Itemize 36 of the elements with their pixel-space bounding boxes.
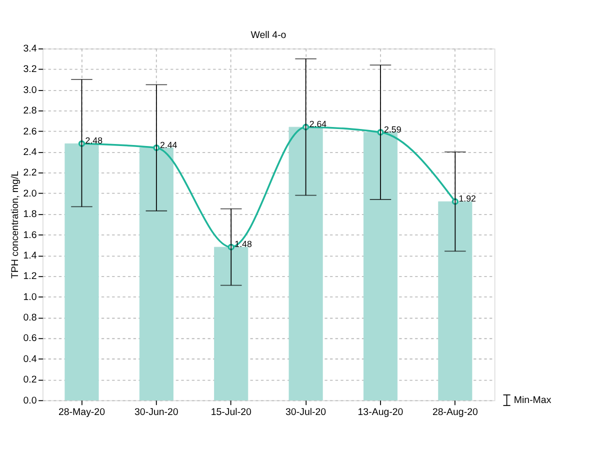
y-tick-label: 2.0 <box>23 188 38 200</box>
y-tick-label: 1.8 <box>23 209 37 220</box>
y-axis-title: TPH concentration, mg/L <box>10 170 21 279</box>
bar <box>139 148 174 400</box>
x-tick-label: 15-Jul-20 <box>210 406 252 418</box>
x-tick-label: 28-Aug-20 <box>432 406 478 418</box>
y-tick-label: 2.2 <box>23 168 37 179</box>
x-tick-label: 30-Jun-20 <box>134 406 179 418</box>
y-tick-label: 1.0 <box>23 292 38 303</box>
y-tick-label: 3.4 <box>23 44 38 55</box>
y-tick-label: 3.2 <box>23 64 37 76</box>
bar <box>363 132 398 400</box>
bar <box>288 126 323 400</box>
y-tick-label: 0.2 <box>23 374 37 386</box>
y-tick-label: 2.6 <box>23 126 37 138</box>
x-tick-label: 13-Aug-20 <box>358 406 404 418</box>
text: Min-Max <box>514 394 552 406</box>
y-tick-label: 1.2 <box>23 271 37 282</box>
x-tick-label: 30-Jul-20 <box>286 406 327 418</box>
y-tick-label: 1.6 <box>23 230 37 241</box>
y-tick-label: 2.4 <box>23 147 38 158</box>
bar <box>214 246 248 400</box>
bar <box>438 201 472 400</box>
bar <box>64 143 99 400</box>
y-tick-label: 1.4 <box>23 250 38 262</box>
chart-title: Well 4-o <box>250 30 286 41</box>
y-tick-label: 2.8 <box>23 106 37 117</box>
y-tick-label: 3.0 <box>23 84 38 96</box>
data-label: 1.92 <box>458 194 476 204</box>
data-label: 2.59 <box>384 124 402 134</box>
y-tick-label: 0.6 <box>23 333 37 344</box>
data-label: 2.44 <box>160 140 178 150</box>
y-tick-label: 0.0 <box>23 395 38 406</box>
x-tick-label: 28-May-20 <box>58 406 106 418</box>
y-tick-label: 0.4 <box>23 354 38 365</box>
y-tick-label: 0.8 <box>23 312 37 324</box>
